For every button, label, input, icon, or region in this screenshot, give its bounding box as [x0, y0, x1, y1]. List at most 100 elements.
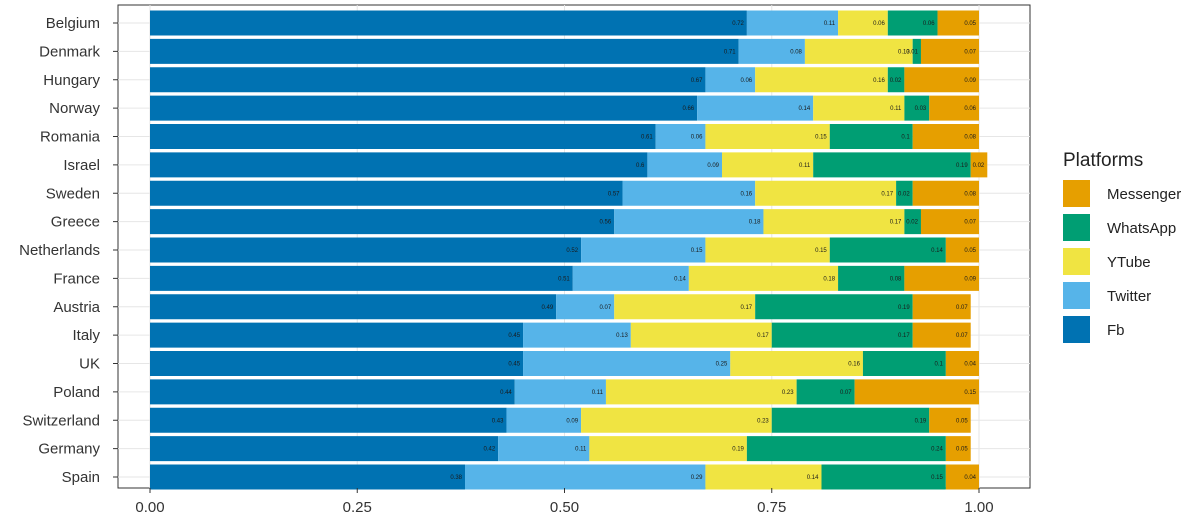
data-label-twitter-belgium: 0.11	[824, 21, 836, 27]
data-label-ytube-belgium: 0.06	[873, 21, 885, 27]
data-label-fb-france: 0.51	[558, 276, 570, 282]
bar-whatsapp-sweden	[896, 180, 913, 206]
bar-ytube-israel	[722, 152, 814, 178]
bar-ytube-sweden	[755, 180, 897, 206]
x-axis-ticks: 0.00 0.25 0.50 0.75 1.00	[135, 488, 994, 516]
bar-ytube-germany	[589, 436, 747, 462]
category-label-switzerland: Switzerland	[22, 412, 100, 429]
data-label-fb-belgium: 0.72	[732, 21, 744, 27]
data-label-messenger-israel: 0.02	[973, 163, 985, 169]
category-label-denmark: Denmark	[39, 43, 100, 60]
bar-ytube-denmark	[804, 38, 913, 64]
category-label-germany: Germany	[38, 441, 100, 458]
bar-ytube-uk	[730, 351, 863, 376]
data-label-fb-netherlands: 0.52	[566, 248, 578, 254]
bar-whatsapp-norway	[904, 95, 930, 121]
data-label-ytube-hungary: 0.16	[873, 78, 885, 84]
legend-label-twitter: Twitter	[1107, 288, 1151, 305]
data-label-whatsapp-greece: 0.02	[906, 220, 918, 226]
data-label-ytube-germany: 0.19	[732, 447, 744, 453]
data-label-ytube-austria: 0.17	[740, 305, 752, 311]
data-label-fb-italy: 0.45	[508, 333, 520, 339]
data-label-ytube-italy: 0.17	[757, 333, 769, 339]
category-label-france: France	[53, 270, 100, 287]
data-label-messenger-greece: 0.07	[964, 220, 976, 226]
x-tick-label-1-00: 1.00	[964, 499, 993, 516]
data-label-whatsapp-norway: 0.03	[915, 106, 927, 112]
bar-fb-romania	[150, 124, 656, 149]
bar-whatsapp-belgium	[887, 10, 938, 36]
bar-fb-norway	[150, 95, 698, 121]
bar-twitter-spain	[465, 464, 706, 490]
legend-label-messenger: Messenger	[1107, 186, 1181, 203]
data-label-ytube-sweden: 0.17	[881, 191, 893, 197]
bar-whatsapp-germany	[746, 436, 946, 462]
category-label-belgium: Belgium	[46, 15, 100, 32]
data-label-messenger-poland: 0.15	[964, 390, 976, 396]
data-label-messenger-hungary: 0.09	[964, 78, 976, 84]
bar-messenger-poland	[854, 379, 979, 405]
bar-ytube-romania	[705, 124, 830, 149]
data-label-twitter-greece: 0.18	[749, 220, 761, 226]
data-label-messenger-austria: 0.07	[956, 305, 968, 311]
bar-twitter-israel	[647, 152, 723, 178]
bar-messenger-sweden	[912, 180, 979, 206]
data-label-whatsapp-sweden: 0.02	[898, 191, 910, 197]
bar-messenger-greece	[920, 209, 979, 235]
bar-ytube-belgium	[838, 10, 888, 36]
bar-fb-greece	[150, 209, 615, 235]
bar-fb-italy	[150, 322, 524, 348]
bar-whatsapp-hungary	[887, 67, 905, 93]
data-label-messenger-romania: 0.08	[964, 135, 976, 141]
bar-whatsapp-switzerland	[771, 407, 930, 433]
data-label-messenger-belgium: 0.05	[964, 21, 976, 27]
bar-messenger-germany	[945, 436, 971, 462]
bar-twitter-germany	[498, 436, 590, 462]
bar-ytube-spain	[705, 464, 822, 490]
data-label-ytube-norway: 0.11	[890, 106, 902, 112]
bar-fb-hungary	[150, 67, 706, 93]
bar-twitter-netherlands	[581, 237, 706, 263]
data-label-fb-austria: 0.49	[542, 305, 554, 311]
data-label-twitter-romania: 0.06	[691, 135, 703, 141]
data-label-ytube-israel: 0.11	[799, 163, 811, 169]
legend: Platforms Messenger WhatsApp YTube Twitter F…	[1063, 150, 1181, 343]
data-label-ytube-greece: 0.17	[890, 220, 902, 226]
category-label-greece: Greece	[51, 214, 100, 231]
bar-messenger-romania	[912, 124, 979, 149]
bar-fb-france	[150, 265, 573, 291]
x-tick-label-0-00: 0.00	[135, 499, 164, 516]
data-label-messenger-switzerland: 0.05	[956, 418, 968, 424]
data-label-twitter-sweden: 0.16	[740, 191, 752, 197]
legend-key-messenger	[1063, 180, 1090, 207]
data-label-twitter-germany: 0.11	[575, 447, 587, 453]
data-label-twitter-norway: 0.14	[799, 106, 811, 112]
bar-fb-sweden	[150, 180, 623, 206]
bar-messenger-belgium	[937, 10, 979, 36]
category-label-norway: Norway	[49, 100, 100, 117]
data-label-whatsapp-spain: 0.15	[931, 475, 943, 481]
data-label-ytube-france: 0.18	[823, 276, 835, 282]
legend-key-whatsapp	[1063, 214, 1090, 241]
bar-messenger-spain	[945, 464, 979, 490]
legend-key-twitter	[1063, 282, 1090, 309]
data-label-ytube-switzerland: 0.23	[757, 418, 769, 424]
category-label-netherlands: Netherlands	[19, 242, 100, 259]
data-label-messenger-france: 0.09	[964, 276, 976, 282]
bar-fb-israel	[150, 152, 648, 178]
legend-title: Platforms	[1063, 150, 1143, 171]
bar-whatsapp-israel	[813, 152, 971, 178]
data-label-twitter-uk: 0.25	[716, 362, 728, 368]
bar-messenger-denmark	[920, 38, 979, 64]
bar-fb-poland	[150, 379, 515, 405]
data-label-messenger-netherlands: 0.05	[964, 248, 976, 254]
data-label-whatsapp-austria: 0.19	[898, 305, 910, 311]
bar-twitter-hungary	[705, 67, 756, 93]
category-label-austria: Austria	[53, 299, 100, 316]
bar-messenger-switzerland	[929, 407, 971, 433]
bar-messenger-norway	[929, 95, 979, 121]
data-label-messenger-uk: 0.04	[964, 362, 976, 368]
data-label-ytube-denmark: 0.13	[898, 49, 910, 55]
data-label-fb-romania: 0.61	[641, 135, 653, 141]
x-tick-label-0-25: 0.25	[343, 499, 372, 516]
